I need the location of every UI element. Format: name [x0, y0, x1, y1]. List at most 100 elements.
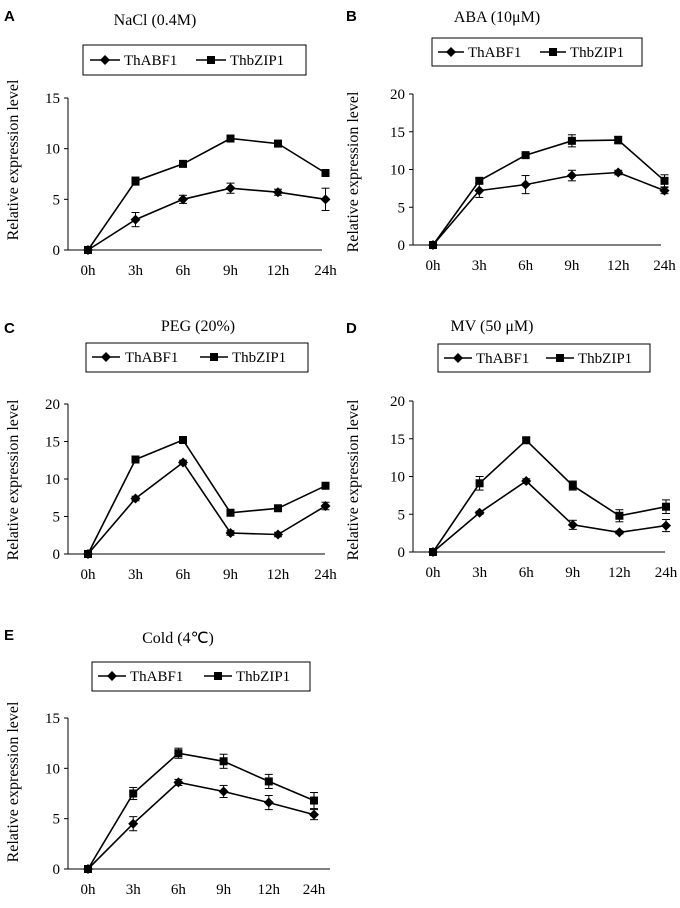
panel-a: A NaCl (0.4M) Relative expression level …	[4, 8, 337, 279]
data-point	[130, 493, 141, 504]
y-tick-label: 15	[45, 711, 60, 727]
data-point	[320, 501, 331, 511]
legend-box	[82, 44, 307, 76]
x-tick-label: 0h	[426, 565, 442, 581]
data-point	[568, 481, 577, 490]
data-point	[274, 504, 282, 513]
y-tick-label: 5	[398, 200, 406, 216]
series-thabf1	[83, 777, 319, 874]
x-tick-label: 12h	[608, 565, 631, 581]
y-tick-label: 15	[390, 432, 405, 448]
data-point	[263, 797, 274, 808]
data-point	[615, 511, 624, 520]
x-tick-label: 24h	[314, 263, 337, 279]
series-thabf1	[83, 182, 331, 255]
legend-box	[85, 342, 309, 373]
x-tick-label: 6h	[518, 258, 534, 274]
legend-box	[437, 343, 651, 373]
data-point	[273, 187, 283, 198]
y-tick-label: 5	[53, 192, 61, 208]
data-point	[613, 167, 624, 178]
series-line	[87, 461, 326, 555]
plot-area: 0 5 10 15 0h 3h 6h 9h 12h 24h	[45, 711, 330, 898]
series-line	[87, 752, 315, 870]
data-point	[475, 176, 484, 185]
series-line	[432, 139, 666, 246]
series-thabf1	[83, 457, 331, 559]
data-point	[173, 777, 184, 788]
data-point	[662, 502, 670, 511]
series-line	[432, 439, 667, 553]
data-point	[264, 777, 273, 786]
square-marker-icon	[214, 672, 222, 680]
panel-letter: B	[346, 8, 357, 25]
data-point	[321, 168, 330, 177]
panel-letter: A	[4, 8, 15, 25]
panel-letter: E	[4, 627, 14, 644]
x-tick-label: 12h	[267, 567, 290, 583]
legend-item-thbzip1: ThbZIP1	[546, 351, 632, 367]
y-axis-label: Relative expression level	[345, 399, 362, 560]
legend-item-thabf1: ThABF1	[90, 53, 177, 69]
legend-item-thbzip1: ThbZIP1	[540, 45, 624, 61]
data-point	[310, 796, 318, 805]
x-tick-label: 3h	[126, 882, 142, 898]
data-point	[614, 136, 623, 145]
data-point	[521, 476, 532, 487]
data-point	[661, 520, 671, 531]
data-point	[219, 757, 228, 766]
x-tick-label: 3h	[128, 567, 144, 583]
y-tick-label: 0	[398, 238, 406, 254]
legend: ThABF1 ThbZIP1	[85, 342, 309, 373]
data-point	[179, 159, 187, 168]
legend-label: ThbZIP1	[236, 669, 290, 685]
data-point	[174, 749, 183, 758]
legend-label: ThbZIP1	[230, 53, 284, 69]
diamond-marker-icon	[453, 353, 463, 363]
data-point	[84, 865, 92, 873]
series-line	[87, 439, 326, 555]
legend-label: ThABF1	[468, 45, 521, 61]
data-point	[474, 507, 485, 518]
x-tick-label: 6h	[176, 263, 192, 279]
y-tick-label: 0	[398, 545, 406, 561]
x-tick-label: 6h	[519, 565, 535, 581]
data-point	[273, 529, 283, 540]
y-tick-label: 20	[390, 87, 405, 103]
data-point	[567, 136, 576, 145]
y-tick-label: 0	[53, 243, 61, 259]
series-thabf1	[428, 167, 670, 250]
x-tick-label: 24h	[303, 882, 326, 898]
square-marker-icon	[549, 48, 557, 56]
x-tick-label: 12h	[267, 263, 290, 279]
panel-e: E Cold (4℃) Relative expression level Th…	[4, 627, 330, 898]
data-point	[84, 550, 92, 558]
series-thbzip1	[84, 747, 318, 873]
legend-item-thabf1: ThABF1	[98, 669, 183, 685]
x-tick-label: 6h	[176, 567, 192, 583]
legend-label: ThbZIP1	[232, 350, 286, 366]
legend-box	[431, 37, 643, 67]
plot-area: 0 5 10 15 20 0h 3h 6h 9h 12h 24h	[45, 397, 337, 583]
y-tick-label: 15	[45, 435, 60, 451]
x-tick-label: 24h	[314, 567, 337, 583]
data-point	[226, 134, 235, 143]
series-thbzip1	[84, 134, 330, 254]
x-tick-label: 3h	[472, 565, 488, 581]
x-tick-label: 3h	[128, 263, 144, 279]
y-tick-label: 10	[390, 163, 405, 179]
y-tick-label: 0	[53, 862, 61, 878]
data-point	[567, 519, 578, 530]
data-point	[225, 528, 236, 538]
chart-title: MV (50 μM)	[451, 318, 534, 335]
data-point	[130, 214, 141, 225]
x-tick-label: 0h	[81, 882, 97, 898]
x-tick-label: 9h	[216, 882, 232, 898]
y-tick-label: 10	[45, 761, 60, 777]
data-point	[179, 436, 187, 444]
plot-area: 0 5 10 15 20 0h 3h 6h 9h 12h 24h	[390, 394, 678, 581]
data-point	[659, 185, 670, 196]
data-point	[131, 177, 140, 186]
x-tick-label: 3h	[472, 258, 488, 274]
x-tick-label: 12h	[258, 882, 281, 898]
